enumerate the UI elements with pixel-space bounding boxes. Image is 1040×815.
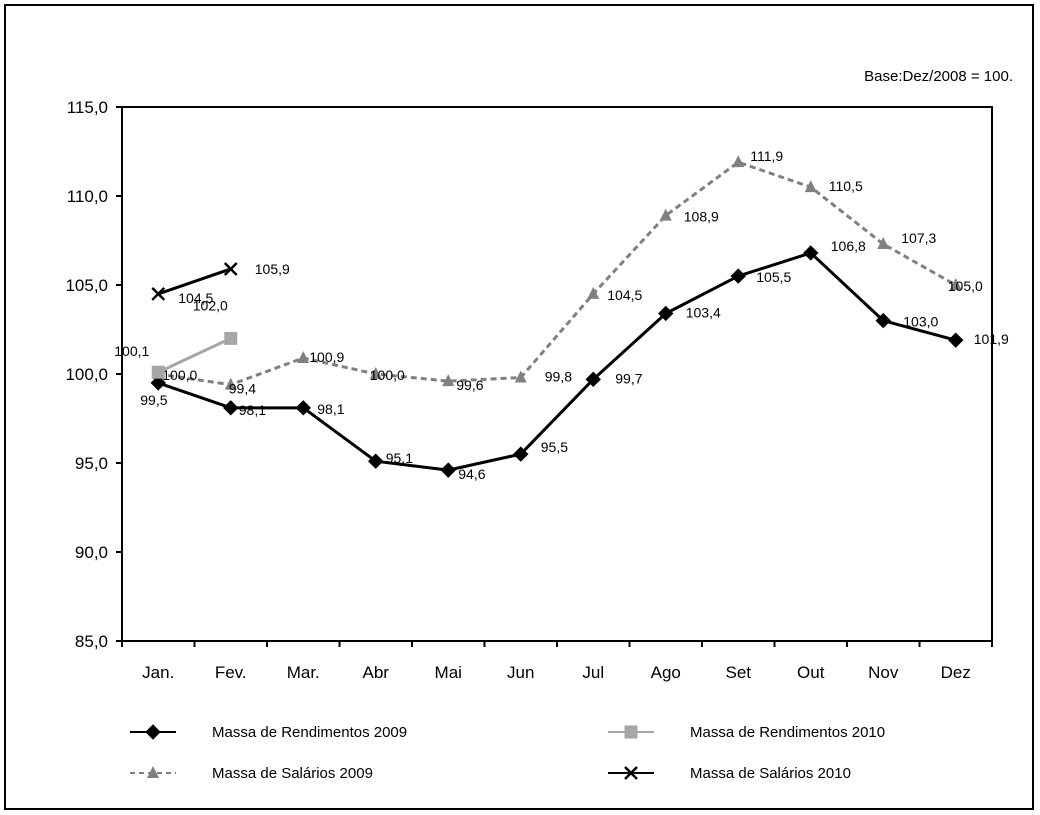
- x-tick-label: Jul: [582, 663, 604, 682]
- triangle-marker: [659, 208, 672, 221]
- triangle-marker: [514, 370, 527, 383]
- diamond-marker: [145, 724, 161, 740]
- data-label: 98,1: [317, 401, 344, 417]
- square-marker: [151, 365, 165, 379]
- x-tick-label: Jan.: [142, 663, 174, 682]
- data-label: 103,0: [903, 314, 938, 330]
- data-label: 99,4: [229, 381, 256, 397]
- data-label: 99,5: [140, 392, 167, 408]
- data-label: 100,0: [162, 367, 197, 383]
- x-tick-label: Mar.: [287, 663, 320, 682]
- base-annotation: Base:Dez/2008 = 100.: [864, 68, 1013, 85]
- x-tick-label: Nov: [868, 663, 899, 682]
- legend-label: Massa de Rendimentos 2009: [212, 724, 407, 741]
- triangle-marker: [732, 155, 745, 168]
- legend-item: Massa de Rendimentos 2010: [608, 724, 885, 741]
- y-tick-label: 110,0: [67, 187, 108, 206]
- chart-frame: [4, 4, 1034, 810]
- diamond-marker: [585, 371, 601, 388]
- diamond-marker: [440, 462, 456, 478]
- diamond-marker: [658, 305, 674, 322]
- legend-item: Massa de Salários 2010: [608, 765, 851, 782]
- diamond-marker: [875, 312, 891, 329]
- triangle-marker: [877, 237, 890, 250]
- series-line: [157, 251, 957, 472]
- data-label: 111,9: [750, 148, 783, 164]
- x-tick-label: Abr: [363, 663, 390, 682]
- data-label: 100,1: [114, 343, 149, 359]
- series-line: [157, 337, 232, 374]
- data-label: 110,5: [829, 178, 863, 194]
- data-label: 95,5: [541, 439, 568, 455]
- data-label: 101,9: [974, 331, 1009, 347]
- diamond-marker: [730, 268, 746, 284]
- data-label: 104,5: [607, 287, 642, 303]
- series-2: 100,0 99,4 100,9 100,0 99,6 99,8 104,5 108,9 111…: [152, 148, 983, 397]
- legend-label: Massa de Rendimentos 2010: [690, 724, 885, 741]
- x-tick-label: Ago: [651, 663, 681, 682]
- triangle-marker: [297, 350, 310, 363]
- data-label: 105,0: [948, 278, 983, 294]
- series-line: [157, 267, 232, 296]
- triangle-marker: [442, 374, 455, 387]
- data-label: 106,8: [831, 238, 866, 254]
- data-label: 94,6: [458, 466, 485, 482]
- y-tick-label: 85,0: [75, 632, 108, 651]
- data-label: 95,1: [386, 450, 413, 466]
- x-tick-label: Set: [725, 663, 751, 682]
- legend-item: Massa de Rendimentos 2009: [130, 724, 407, 741]
- legend-item: Massa de Salários 2009: [130, 765, 373, 782]
- x-tick-label: Jun: [507, 663, 534, 682]
- y-tick-label: 90,0: [75, 543, 108, 562]
- diamond-marker: [948, 332, 964, 348]
- data-label: 108,9: [684, 209, 719, 225]
- square-marker: [224, 331, 238, 345]
- triangle-marker: [949, 278, 962, 290]
- data-label: 100,9: [309, 349, 344, 365]
- diamond-marker: [513, 446, 529, 462]
- diamond-marker: [368, 453, 384, 469]
- x-marker-stroke: [223, 262, 238, 276]
- data-label: 104,5: [178, 290, 213, 306]
- series-line: [158, 160, 957, 387]
- x-tick-label: Mai: [435, 663, 462, 682]
- data-label: 105,9: [255, 261, 290, 277]
- x-tick-label: Out: [797, 663, 825, 682]
- data-label: 107,3: [901, 230, 936, 246]
- diamond-marker: [295, 400, 311, 416]
- y-tick-label: 115,0: [67, 98, 108, 117]
- x-tick-label: Fev.: [215, 663, 247, 682]
- x-tick-label: Dez: [941, 663, 971, 682]
- data-label: 105,5: [756, 269, 791, 285]
- diamond-marker: [223, 400, 239, 416]
- diamond-marker: [803, 245, 819, 261]
- data-label: 100,0: [370, 367, 405, 383]
- triangle-marker: [369, 367, 382, 379]
- triangle-marker: [587, 286, 600, 299]
- series-3: 104,5 105,9: [151, 261, 290, 306]
- data-label: 99,6: [456, 377, 483, 393]
- data-label: 99,7: [615, 370, 642, 386]
- triangle-marker: [147, 766, 159, 778]
- legend-label: Massa de Salários 2010: [690, 765, 851, 782]
- data-label: 98,1: [239, 402, 266, 418]
- legend-label: Massa de Salários 2009: [212, 765, 373, 782]
- y-tick-label: 100,0: [65, 365, 108, 384]
- square-marker: [624, 725, 638, 739]
- data-label: 99,8: [545, 369, 572, 385]
- y-tick-label: 105,0: [65, 276, 108, 295]
- data-label: 102,0: [193, 297, 228, 313]
- triangle-marker: [804, 180, 817, 193]
- y-tick-label: 95,0: [75, 454, 108, 473]
- x-marker-stroke: [624, 766, 638, 780]
- x-marker-stroke: [151, 287, 166, 301]
- data-label: 103,4: [686, 304, 721, 320]
- series-1: 100,1 102,0: [114, 297, 238, 379]
- diamond-marker: [150, 375, 166, 391]
- triangle-marker: [224, 377, 237, 390]
- series-0: 99,5 98,1 98,1 95,1 94,6 95,5 99,7 103,4 105,5 10…: [140, 238, 1009, 482]
